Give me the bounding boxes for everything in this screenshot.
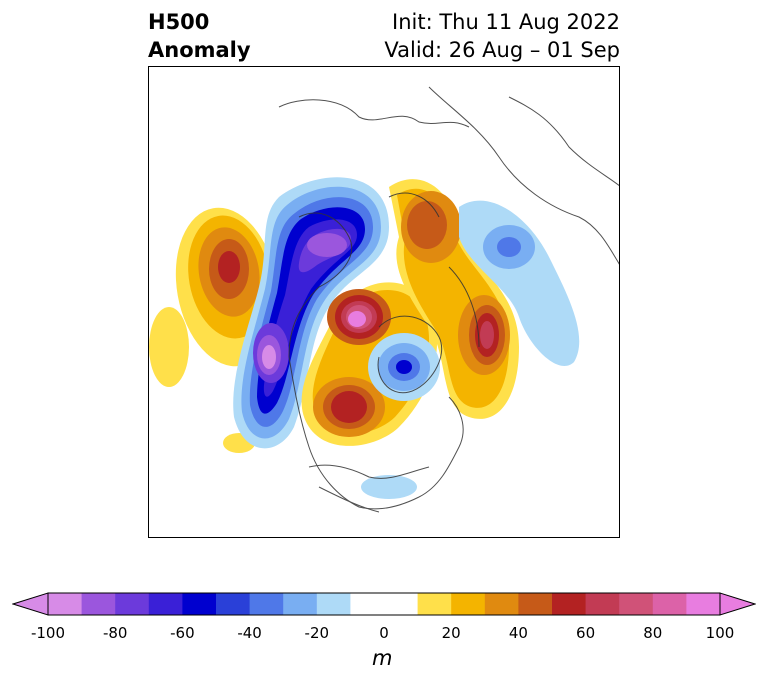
colorbar-segment	[283, 593, 318, 615]
anomaly-map	[148, 66, 620, 538]
colorbar-svg	[11, 592, 757, 616]
colorbar-segment	[384, 593, 419, 615]
positive-anomaly-europe	[389, 179, 519, 419]
colorbar-over-extension	[719, 592, 757, 616]
colorbar-segment	[652, 593, 687, 615]
colorbar-segment	[585, 593, 620, 615]
colorbar-segment	[417, 593, 452, 615]
positive-anomaly-pacific	[149, 207, 279, 453]
colorbar-tick-label: 80	[643, 624, 663, 642]
colorbar-segment	[686, 593, 721, 615]
colorbar-segment	[115, 593, 150, 615]
colorbar-unit-label: m	[372, 646, 393, 670]
colorbar-segment	[216, 593, 251, 615]
coastlines	[278, 86, 619, 513]
colorbar-segment	[619, 593, 654, 615]
colorbar-tick-label: 20	[441, 624, 461, 642]
colorbar-tick-label: -60	[170, 624, 195, 642]
negative-anomaly-trough	[233, 177, 389, 449]
colorbar-tick-label: -40	[237, 624, 262, 642]
title-field: H500	[148, 10, 210, 34]
title-block-right: Init: Thu 11 Aug 2022 Valid: 26 Aug – 01…	[384, 8, 620, 64]
colorbar-segment	[81, 593, 116, 615]
colorbar-segment	[552, 593, 587, 615]
colorbar	[11, 592, 757, 622]
colorbar-tick-label: -20	[304, 624, 330, 642]
colorbar-tick-label: -80	[102, 624, 128, 642]
negative-anomaly-hudson	[361, 333, 440, 499]
valid-range: Valid: 26 Aug – 01 Sep	[384, 38, 620, 62]
negative-anomaly-asia	[459, 200, 580, 366]
colorbar-segment	[451, 593, 486, 615]
colorbar-segment	[249, 593, 284, 615]
colorbar-border	[47, 592, 721, 616]
colorbar-segment	[350, 593, 385, 615]
colorbar-segment	[316, 593, 351, 615]
colorbar-segment	[518, 593, 553, 615]
colorbar-tick-label: 60	[576, 624, 596, 642]
init-date: Init: Thu 11 Aug 2022	[392, 10, 620, 34]
colorbar-tick-label: 0	[379, 624, 389, 642]
title-block-left: H500 Anomaly	[148, 8, 251, 64]
map-svg	[149, 86, 619, 513]
colorbar-tick-label: 40	[508, 624, 528, 642]
colorbar-segment	[148, 593, 183, 615]
title-type: Anomaly	[148, 38, 251, 62]
colorbar-segment	[484, 593, 519, 615]
colorbar-segment	[182, 593, 217, 615]
colorbar-segment	[48, 593, 83, 615]
colorbar-tick-label: -100	[30, 624, 66, 642]
colorbar-tick-label: 100	[705, 624, 735, 642]
colorbar-under-extension	[11, 592, 49, 616]
